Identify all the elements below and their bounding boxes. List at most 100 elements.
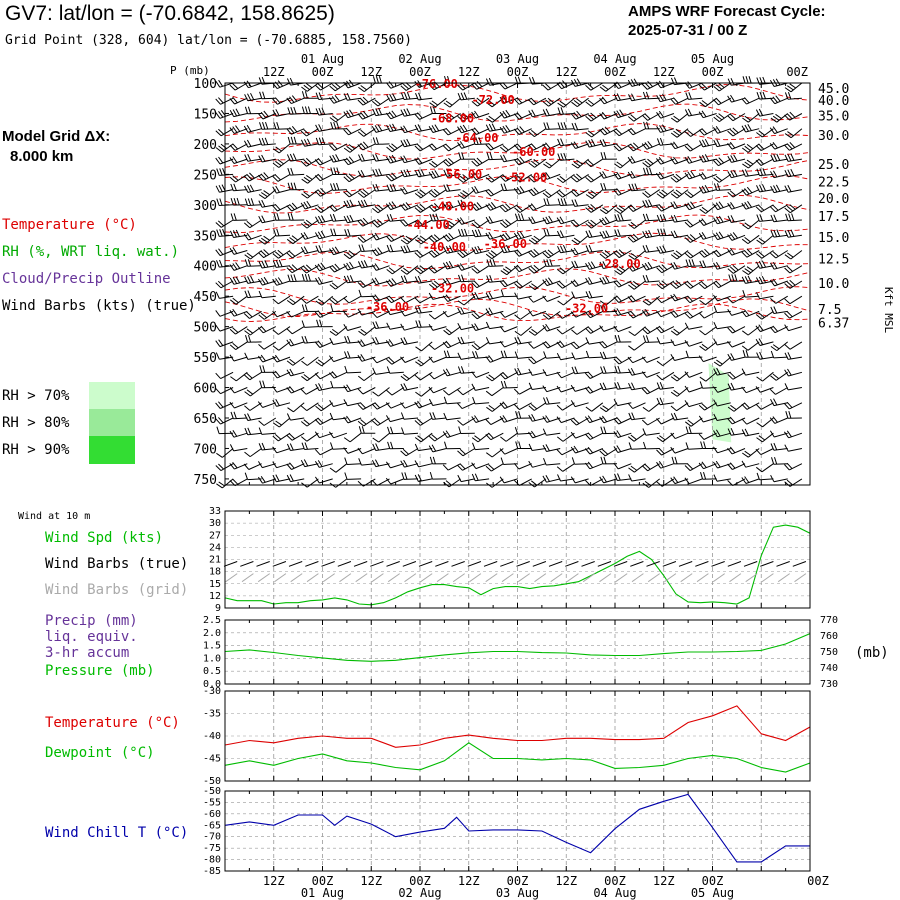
wind-barb xyxy=(457,336,475,345)
wind-panel-ytick-label: 21 xyxy=(209,555,221,566)
wind-barb xyxy=(329,246,348,256)
wind-barb xyxy=(557,474,575,482)
wind-barb xyxy=(386,366,404,374)
wind-barb xyxy=(386,244,404,253)
wind-barb xyxy=(528,203,547,211)
bottom-hour-label: 12Z xyxy=(555,874,577,888)
wind-barb xyxy=(699,371,717,382)
wind-barb xyxy=(443,387,461,396)
wind-barb xyxy=(528,309,547,317)
isotherm-label: -40.00 xyxy=(423,240,466,254)
wind-barb xyxy=(542,172,561,180)
wind-barb xyxy=(656,93,675,103)
wind-barb xyxy=(414,169,433,178)
wind-barb xyxy=(727,427,746,436)
wind-barb xyxy=(343,250,362,260)
wind-barb xyxy=(570,189,589,197)
wind-barb xyxy=(272,158,291,168)
wind-barb xyxy=(585,112,604,122)
grid-wind-barb xyxy=(517,573,530,583)
wind-barb xyxy=(599,204,618,215)
wind-barb xyxy=(385,81,404,89)
wind-barb xyxy=(642,199,660,208)
wind-barb xyxy=(471,245,490,255)
wind-barb xyxy=(485,250,504,260)
wind-barb xyxy=(684,189,703,199)
wind-barb xyxy=(485,173,504,183)
wind-barb xyxy=(499,219,518,229)
top-date-label: 05 Aug xyxy=(691,52,734,66)
bottom-date-label: 05 Aug xyxy=(691,886,734,900)
wind-barb xyxy=(258,260,276,269)
wind-barb xyxy=(442,430,461,438)
surface-wind-barb xyxy=(467,561,482,567)
wind-barb xyxy=(243,371,262,381)
wind-barb xyxy=(727,325,746,334)
top-hour-label: 12Z xyxy=(555,65,577,79)
wind-barb xyxy=(485,387,504,397)
wind-barb xyxy=(230,197,248,206)
wind-barb xyxy=(755,338,774,346)
wind-barb xyxy=(770,341,789,352)
wind-barb xyxy=(386,123,404,132)
grid-wind-barb xyxy=(257,573,270,583)
wind-barb xyxy=(712,231,731,241)
isotherm-label: -60.00 xyxy=(512,145,555,159)
wind-barb xyxy=(656,280,675,290)
grid-wind-barb xyxy=(355,573,368,583)
wind-barb xyxy=(428,234,447,244)
wind-barb xyxy=(627,156,646,164)
wind-barb xyxy=(571,97,589,108)
wind-barb xyxy=(301,371,319,382)
wind-barb xyxy=(400,383,419,391)
precip-ytick-label: 1.0 xyxy=(203,653,221,664)
wind-barb xyxy=(613,325,632,333)
wind-barb xyxy=(385,172,405,182)
wind-panel-ytick-label: 15 xyxy=(209,579,221,590)
wind-barb xyxy=(442,294,461,302)
wind-barb xyxy=(442,143,461,152)
height-tick-label: 7.5 xyxy=(818,303,841,318)
wind-barb xyxy=(428,386,447,394)
wind-barb xyxy=(386,93,404,102)
wind-barb xyxy=(656,110,675,119)
wind-barb xyxy=(315,277,333,285)
wind-barb xyxy=(258,189,277,200)
wind-barb xyxy=(229,262,248,271)
wind-barb xyxy=(656,245,675,254)
wind-barb xyxy=(741,460,760,468)
wind-barb xyxy=(514,173,532,183)
wind-barb xyxy=(670,128,689,138)
grid-wind-barb xyxy=(712,573,725,583)
legend-wind-barbs-grid: Wind Barbs (grid) xyxy=(45,582,188,598)
wind-barb xyxy=(343,109,362,119)
wind-barb xyxy=(670,214,689,223)
wind-barb xyxy=(287,136,305,145)
temp-panel-series-line xyxy=(224,705,811,748)
wind-barb xyxy=(770,306,788,314)
wind-barb xyxy=(514,292,532,300)
wind-barb xyxy=(414,203,433,213)
wind-barb xyxy=(386,265,405,275)
wind-barb xyxy=(514,310,532,320)
wind-barb xyxy=(614,213,632,222)
forecast-cycle-value: 2025-07-31 / 00 Z xyxy=(628,22,748,39)
wind-barb xyxy=(571,326,589,335)
wind-barb xyxy=(443,412,461,421)
wind-barb xyxy=(357,96,376,106)
wind-barb xyxy=(229,125,248,134)
wind-barb xyxy=(301,356,319,366)
wind-barb xyxy=(414,417,433,426)
wind-barb xyxy=(272,474,291,483)
surface-wind-barb xyxy=(353,561,368,567)
wind-barb xyxy=(457,112,476,122)
wind-barb xyxy=(357,217,376,227)
wind-barb xyxy=(570,476,589,484)
wind-barb xyxy=(343,261,362,271)
wind-barb xyxy=(471,229,490,238)
wind-barb xyxy=(769,387,788,395)
wind-barb xyxy=(314,157,333,166)
wind-barb xyxy=(670,189,689,199)
wind-barb xyxy=(314,230,333,240)
rh-region xyxy=(708,363,732,443)
